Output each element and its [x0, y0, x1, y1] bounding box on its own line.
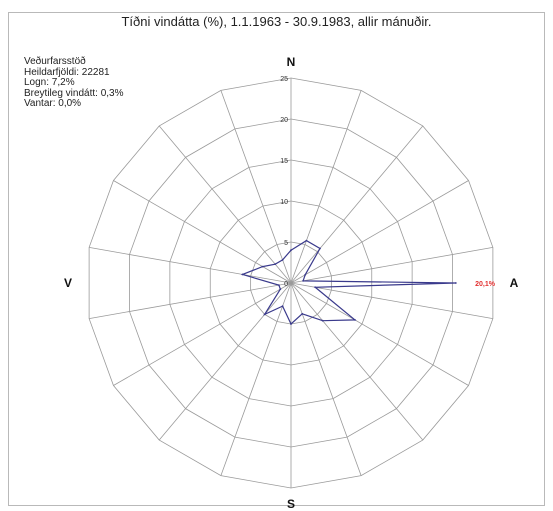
grid-spoke: [158, 282, 292, 441]
info-line: Logn: 7,2%: [24, 77, 75, 89]
data-point: [281, 258, 284, 261]
data-point: [277, 284, 280, 287]
radial-tick-label: 5: [284, 240, 288, 247]
grid-spoke: [290, 282, 362, 476]
grid-spoke: [89, 247, 292, 284]
direction-label-a: A: [510, 276, 519, 290]
data-point: [304, 273, 307, 276]
direction-label-v: V: [64, 276, 72, 290]
chart-frame: [8, 12, 545, 506]
data-point: [321, 319, 324, 322]
data-point: [263, 313, 266, 316]
grid-spoke: [290, 282, 493, 319]
data-point: [241, 273, 244, 276]
data-point: [274, 263, 277, 266]
data-point: [290, 249, 292, 252]
info-line: Veðurfarsstöð: [24, 56, 86, 67]
grid-spoke: [290, 247, 493, 284]
data-point: [454, 282, 457, 284]
grid-spoke: [220, 282, 292, 476]
grid-spoke: [220, 90, 292, 284]
data-point: [281, 305, 284, 308]
radial-tick-label: 0: [284, 281, 288, 288]
grid-spoke: [89, 282, 292, 319]
data-point: [302, 279, 305, 282]
grid-spoke: [290, 125, 424, 284]
direction-label-s: S: [287, 497, 295, 511]
data-point: [305, 239, 308, 242]
station-info: Veðurfarsstöð Heildarfjöldi: 22281 Logn:…: [24, 56, 124, 110]
grid-spoke: [290, 90, 362, 284]
info-line: Breytileg vindátt: 0,3%: [24, 87, 124, 99]
data-point: [279, 288, 282, 291]
direction-label-n: N: [287, 55, 296, 69]
series-line: [240, 239, 456, 325]
data-point: [314, 286, 317, 289]
grid-spoke: [113, 282, 292, 386]
grid-spoke: [290, 180, 469, 284]
radial-tick-label: 15: [280, 158, 288, 165]
grid-spoke: [290, 282, 424, 441]
data-point: [301, 312, 304, 315]
data-point: [261, 265, 264, 268]
data-point: [354, 319, 356, 321]
chart-title: Tíðni vindátta (%), 1.1.1963 - 30.9.1983…: [121, 14, 432, 29]
grid-spoke: [290, 282, 469, 386]
data-point: [290, 323, 292, 325]
info-line: Heildarfjöldi: 22281: [24, 66, 110, 78]
radial-tick-label: 20: [280, 117, 288, 124]
peak-data-label: 20,1%: [475, 281, 496, 288]
grid-spoke: [113, 180, 292, 284]
data-point: [319, 247, 321, 250]
radial-tick-label: 25: [280, 76, 288, 83]
radial-tick-label: 10: [280, 199, 288, 206]
info-line: Vantar: 0,0%: [24, 98, 82, 110]
grid-spoke: [158, 125, 292, 284]
